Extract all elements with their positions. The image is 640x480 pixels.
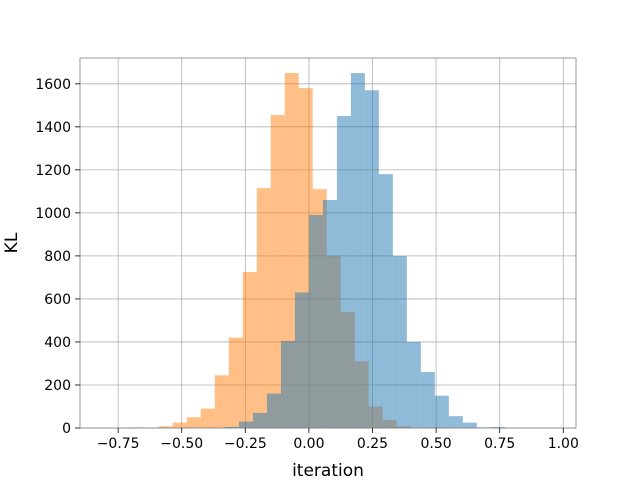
bar-series-1-bin-14	[420, 372, 435, 428]
bar-series-1-bin-2	[252, 412, 267, 428]
bar-series-0-bin-3	[172, 422, 187, 428]
bar-series-1-bin-10	[364, 90, 379, 428]
axis-ticks: −0.75 −0.50 −0.25 0.00 0.25 0.50 0.75 1.00 0 200 4…	[35, 77, 579, 452]
y-tick-label-5: 1000	[35, 206, 71, 222]
x-tick-label-1: −0.50	[160, 436, 203, 452]
bar-series-0-bin-4	[186, 417, 201, 428]
bar-series-1-bin-12	[392, 255, 407, 428]
bar-series-0-bin-2	[158, 426, 173, 428]
bar-series-1-bin-16	[448, 416, 463, 428]
x-tick-label-2: −0.25	[224, 436, 267, 452]
bar-series-1-bin-4	[280, 340, 295, 428]
bar-series-1-bin-1	[238, 421, 253, 428]
y-tick-label-2: 400	[44, 335, 71, 351]
x-tick-label-3: 0.00	[293, 436, 324, 452]
bar-series-0-bin-5	[200, 408, 215, 428]
bar-series-1-bin-9	[350, 73, 365, 428]
x-tick-label-4: 0.25	[357, 436, 388, 452]
bar-series-0-bin-9	[256, 188, 271, 428]
x-tick-label-5: 0.50	[421, 436, 452, 452]
histogram-bars	[130, 73, 505, 429]
x-tick-label-0: −0.75	[97, 436, 140, 452]
y-tick-label-1: 200	[44, 378, 71, 394]
bar-series-0-bin-6	[214, 375, 229, 428]
bar-series-1-bin-7	[322, 199, 337, 428]
bar-series-1-bin-0	[224, 426, 239, 428]
bar-series-1-bin-3	[266, 393, 281, 428]
y-tick-label-4: 800	[44, 249, 71, 265]
bar-series-1-bin-11	[378, 174, 393, 428]
x-tick-label-7: 1.00	[548, 436, 579, 452]
bar-series-0-bin-8	[242, 272, 257, 428]
bar-series-1-bin-19	[490, 426, 505, 428]
y-axis-label: KL	[2, 232, 22, 253]
bar-series-1-bin-5	[294, 292, 309, 428]
x-tick-label-6: 0.75	[484, 436, 515, 452]
y-tick-label-6: 1200	[35, 163, 71, 179]
bar-series-0-bin-7	[228, 337, 243, 428]
bar-series-1-bin-8	[336, 116, 351, 429]
bar-series-1-bin-15	[434, 395, 449, 428]
y-tick-label-7: 1400	[35, 120, 71, 136]
bar-series-1-bin-6	[308, 215, 323, 428]
y-tick-label-0: 0	[62, 421, 71, 437]
y-tick-label-3: 600	[44, 292, 71, 308]
x-axis-label: iteration	[292, 461, 364, 480]
bar-series-1-bin-17	[462, 422, 477, 428]
plot-frame	[79, 57, 577, 429]
bar-series-1-bin-13	[406, 341, 421, 428]
y-tick-label-8: 1600	[35, 77, 71, 93]
